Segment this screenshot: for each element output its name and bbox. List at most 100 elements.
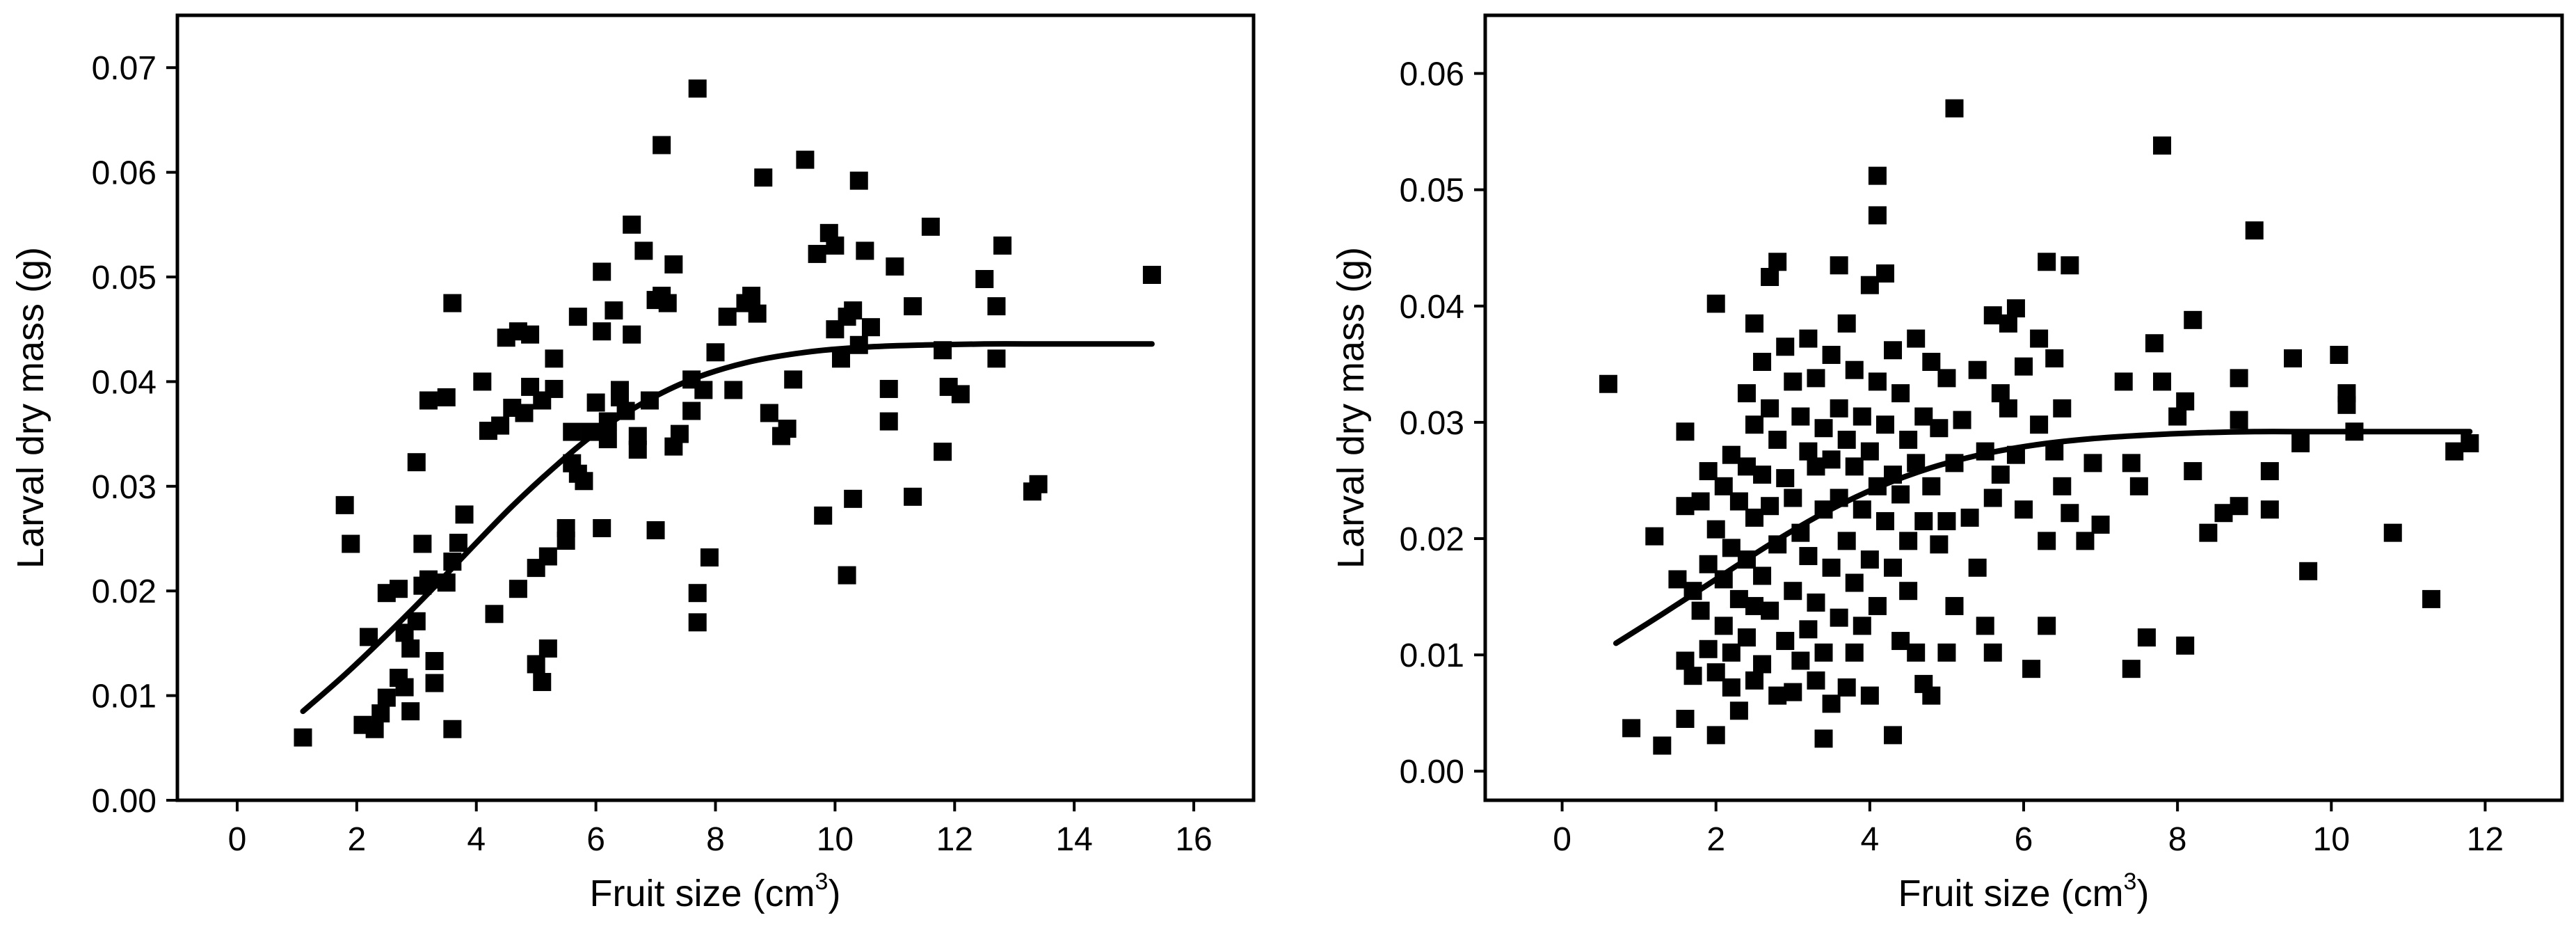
- scatter-point: [1722, 643, 1741, 662]
- scatter-point: [2122, 660, 2141, 678]
- scatter-point: [706, 343, 725, 362]
- scatter-point: [1745, 671, 1763, 690]
- scatter-point: [1822, 694, 1841, 713]
- scatter-point: [718, 308, 737, 326]
- x-axis-title-text: Fruit size (cm: [1898, 873, 2124, 914]
- scatter-point: [1868, 596, 1887, 615]
- scatter-point: [1753, 352, 1772, 371]
- scatter-point: [1907, 643, 1926, 662]
- scatter-point: [1706, 726, 1725, 745]
- y-tick-label: 0.04: [1400, 289, 1464, 326]
- scatter-point: [1653, 736, 1672, 755]
- x-tick-label: 2: [347, 821, 366, 858]
- scatter-point: [2153, 136, 2172, 155]
- fit-curve: [1613, 429, 2473, 646]
- scatter-point: [1945, 99, 1964, 118]
- scatter-point: [2045, 349, 2064, 367]
- scatter-point: [2083, 454, 2102, 472]
- scatter-point: [473, 372, 492, 391]
- scatter-point: [2076, 532, 2095, 550]
- scatter-point: [1845, 360, 1864, 379]
- scatter-point: [413, 534, 432, 553]
- scatter-point: [1706, 663, 1725, 682]
- scatter-point: [1761, 399, 1779, 418]
- scatter-point: [568, 308, 587, 326]
- scatter-point: [1830, 399, 1848, 418]
- scatter-point: [1845, 573, 1864, 592]
- scatter-point: [838, 566, 856, 585]
- scatter-point: [365, 720, 384, 738]
- scatter-point: [2145, 334, 2163, 353]
- y-tick-label: 0.06: [1400, 56, 1464, 93]
- scatter-point: [1991, 384, 2010, 403]
- scatter-point: [2260, 462, 2279, 481]
- y-tick-label: 0.06: [92, 155, 157, 192]
- x-axis-title-close: ): [828, 873, 840, 914]
- scatter-point: [993, 236, 1012, 255]
- y-tick-label: 0.07: [92, 50, 157, 87]
- scatter-point: [1891, 632, 1910, 651]
- scatter-point: [2122, 454, 2141, 472]
- scatter-point: [2168, 407, 2187, 426]
- scatter-point: [2299, 562, 2318, 580]
- scatter-point: [1784, 582, 1802, 601]
- scatter-point: [951, 385, 970, 404]
- scatter-point: [1814, 729, 1833, 748]
- scatter-point: [831, 349, 850, 368]
- scatter-point: [2383, 523, 2402, 542]
- scatter-point: [1914, 407, 1933, 426]
- scatter-point: [342, 534, 360, 553]
- plot-frame: [1483, 13, 2564, 802]
- scatter-point: [1922, 477, 1941, 495]
- scatter-point: [371, 704, 390, 723]
- scatter-point: [1799, 329, 1818, 348]
- chart-2: 0 2 4 6 8 10 12 0.00 0.01 0.02 0.03 0.04 0.05 0.06 Fru…: [1330, 13, 2564, 914]
- scatter-point: [1837, 314, 1856, 333]
- scatter-point: [1761, 601, 1779, 620]
- scatter-point: [2230, 497, 2248, 516]
- scatter-point: [1891, 485, 1910, 504]
- scatter-point: [634, 241, 653, 260]
- scatter-point: [1745, 596, 1763, 615]
- scatter-point: [605, 301, 623, 320]
- scatter-point: [1860, 550, 1879, 569]
- scatter-point: [1706, 520, 1725, 539]
- scatter-point: [1945, 596, 1964, 615]
- scatter-point: [2199, 523, 2218, 542]
- y-tick-label: 0.02: [1400, 521, 1464, 558]
- scatter-point: [1999, 399, 2017, 418]
- scatter-point: [2015, 357, 2033, 376]
- scatter-point: [1922, 352, 1941, 371]
- scatter-point: [2038, 253, 2056, 271]
- scatter-point: [593, 262, 611, 281]
- scatter-point: [2291, 434, 2310, 452]
- scatter-point: [1729, 492, 1748, 511]
- x-axis-title: Fruit size (cm3): [590, 868, 841, 914]
- scatter-point: [1914, 511, 1933, 530]
- scatter-point: [1668, 570, 1687, 589]
- scatter-point: [1953, 411, 1971, 429]
- scatter-point: [1737, 628, 1756, 647]
- scatter-point: [545, 379, 563, 398]
- scatter-point: [623, 325, 641, 344]
- scatter-point: [1937, 369, 1956, 388]
- scatter-point: [1784, 489, 1802, 507]
- y-axis-title: Larval dry mass (g): [1330, 247, 1372, 569]
- y-tick-label: 0.00: [1400, 754, 1464, 791]
- scatter-point: [1768, 253, 1787, 271]
- scatter-point: [443, 294, 462, 312]
- scatter-point: [1768, 430, 1787, 449]
- scatter-point: [1753, 566, 1772, 585]
- fit-curve: [300, 341, 1155, 715]
- x-tick-label: 10: [2313, 821, 2350, 858]
- x-axis-title-superscript: 3: [2124, 868, 2137, 895]
- scatter-point: [1999, 314, 2017, 333]
- scatter-point: [1807, 457, 1825, 476]
- scatter-point: [2422, 589, 2441, 608]
- scatter-point: [2337, 395, 2356, 414]
- y-tick-label: 0.02: [92, 573, 157, 610]
- scatter-point: [2091, 515, 2110, 534]
- x-axis-title-superscript: 3: [815, 868, 829, 895]
- scatter-point: [700, 548, 719, 567]
- scatter-point: [784, 370, 803, 389]
